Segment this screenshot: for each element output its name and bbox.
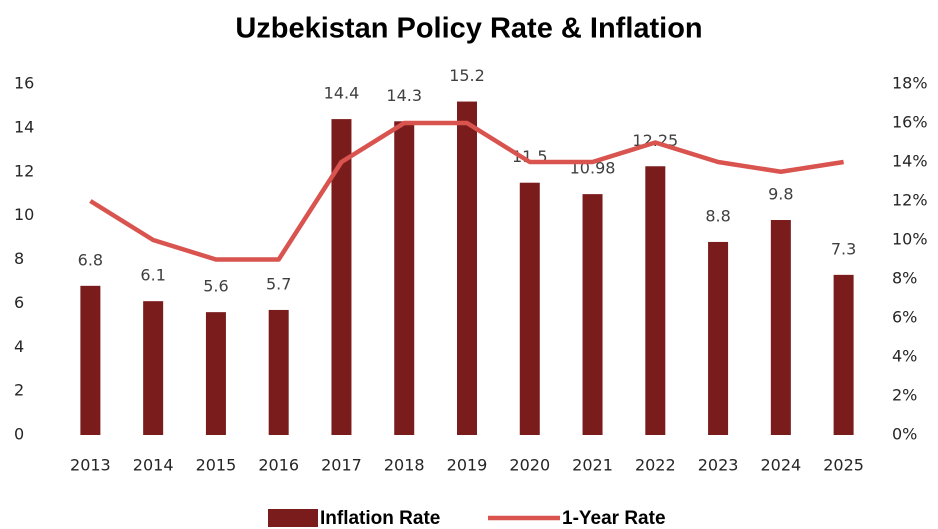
y2-tick-label: 10%	[892, 230, 928, 249]
bar	[143, 301, 164, 435]
data-label: 7.3	[831, 239, 856, 258]
x-tick-label: 2024	[760, 456, 801, 475]
bar	[394, 121, 415, 435]
x-tick-label: 2015	[196, 456, 237, 475]
legend-swatch	[268, 509, 318, 527]
data-label: 6.8	[78, 250, 103, 269]
bar	[331, 119, 352, 435]
x-tick-label: 2016	[258, 456, 299, 475]
data-label: 5.6	[203, 277, 228, 296]
y2-tick-label: 16%	[892, 113, 928, 132]
y-tick-label: 2	[14, 381, 24, 400]
y-tick-label: 10	[14, 205, 34, 224]
bar	[833, 274, 854, 435]
y-tick-label: 6	[14, 293, 24, 312]
x-tick-label: 2021	[572, 456, 613, 475]
data-label: 14.4	[324, 84, 360, 103]
chart-title: Uzbekistan Policy Rate & Inflation	[235, 13, 702, 45]
y2-tick-label: 2%	[892, 386, 917, 405]
x-tick-label: 2023	[698, 456, 739, 475]
y-tick-label: 0	[14, 425, 24, 444]
x-tick-label: 2022	[635, 456, 676, 475]
bar	[582, 194, 603, 435]
bar	[770, 220, 791, 435]
legend-label: Inflation Rate	[320, 508, 440, 529]
y-tick-label: 4	[14, 337, 24, 356]
y2-tick-label: 6%	[892, 308, 917, 327]
y2-tick-label: 18%	[892, 74, 928, 93]
y-tick-label: 14	[14, 117, 34, 136]
bar	[708, 241, 729, 435]
y-tick-label: 12	[14, 161, 34, 180]
x-tick-label: 2019	[447, 456, 488, 475]
x-tick-label: 2014	[133, 456, 174, 475]
x-tick-label: 2025	[823, 456, 864, 475]
bar	[457, 101, 477, 436]
data-label: 14.3	[386, 86, 422, 105]
y2-tick-label: 4%	[892, 347, 917, 366]
x-tick-label: 2013	[70, 456, 111, 475]
data-label: 8.8	[705, 206, 730, 225]
bar	[80, 285, 101, 435]
y-tick-label: 8	[14, 249, 24, 268]
x-tick-label: 2020	[509, 456, 550, 475]
bar	[205, 312, 226, 435]
bar	[268, 309, 289, 435]
y2-tick-label: 14%	[892, 152, 928, 171]
data-label: 6.1	[140, 266, 165, 285]
line	[89, 120, 844, 262]
bar	[519, 182, 540, 435]
data-label: 5.7	[266, 274, 291, 293]
y2-tick-label: 0%	[892, 425, 917, 444]
x-tick-label: 2018	[384, 456, 425, 475]
legend-label: 1-Year Rate	[562, 508, 666, 529]
data-label: 9.8	[768, 185, 793, 204]
x-tick-label: 2017	[321, 456, 362, 475]
y2-tick-label: 8%	[892, 269, 917, 288]
data-label: 15.2	[449, 66, 485, 85]
bar	[645, 166, 666, 435]
y-tick-label: 16	[14, 74, 34, 93]
y2-tick-label: 12%	[892, 191, 928, 210]
